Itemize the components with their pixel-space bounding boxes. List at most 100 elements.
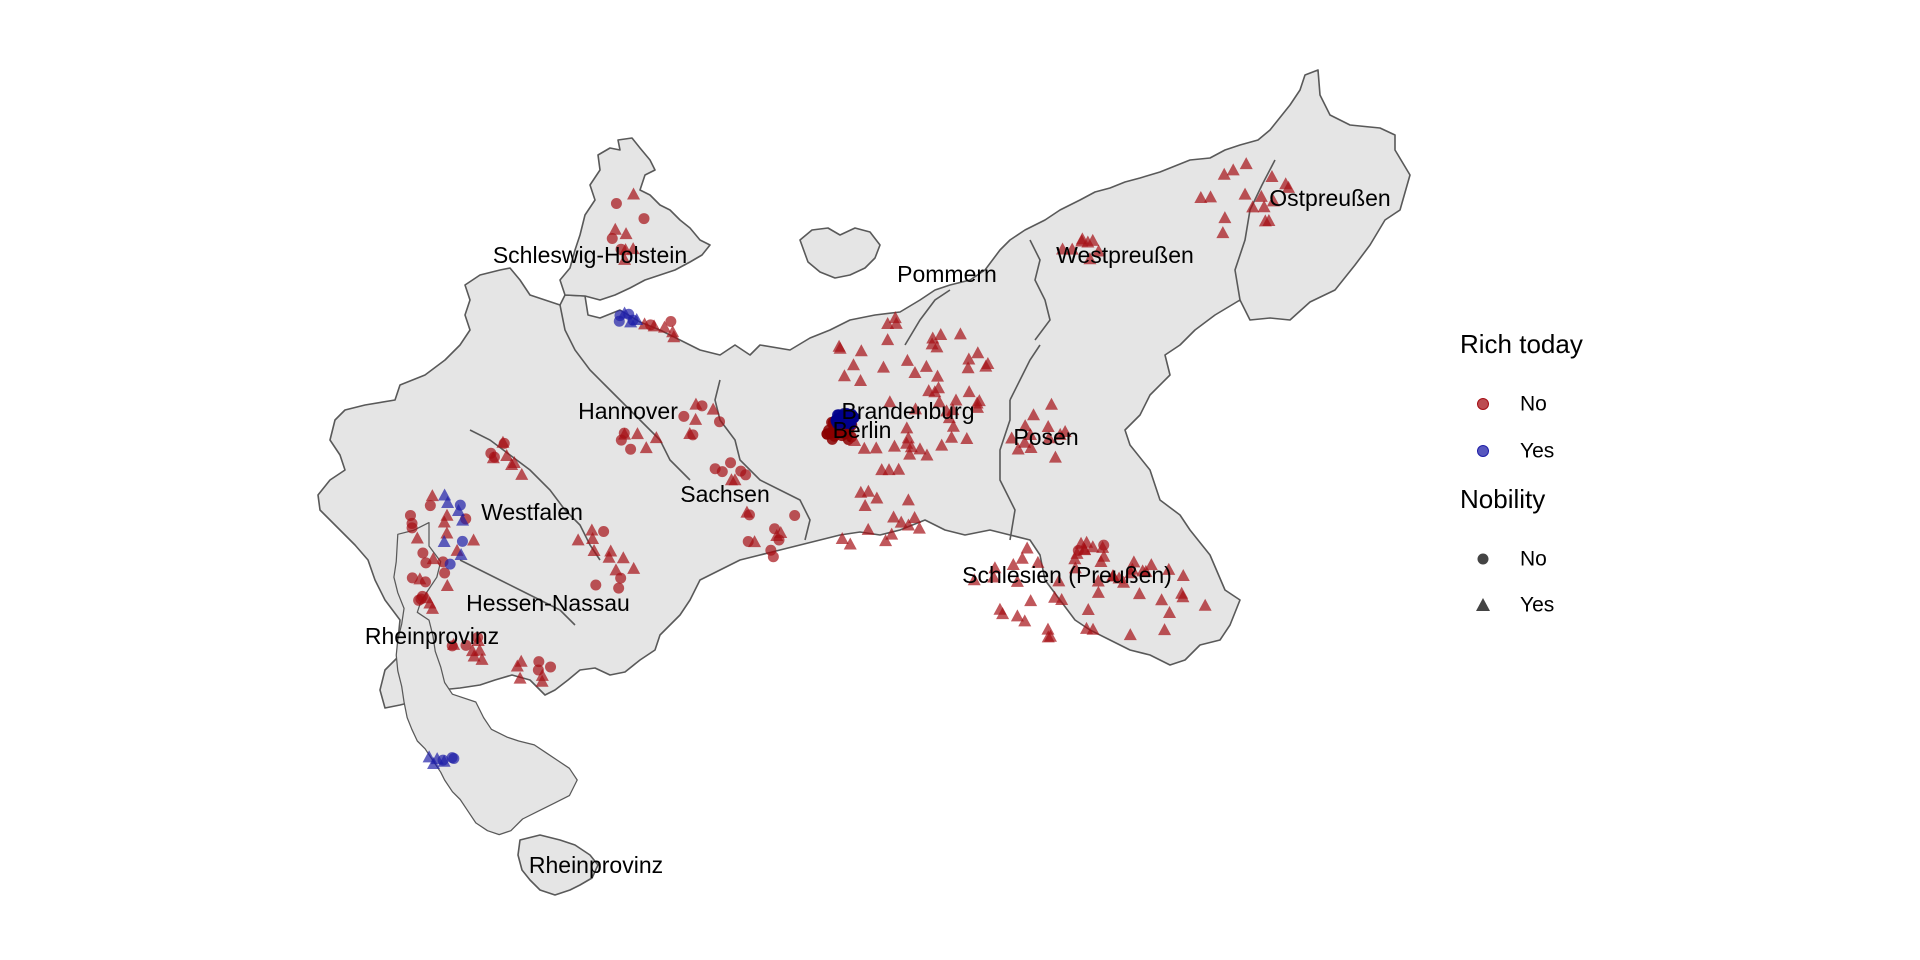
location-marker-triangle: [1042, 431, 1056, 444]
region-label-hannover: Hannover: [578, 398, 678, 424]
border-line: [904, 289, 951, 346]
location-marker-triangle: [441, 495, 455, 508]
location-marker-triangle: [1216, 226, 1230, 239]
location-marker-triangle: [1194, 191, 1208, 204]
location-marker-triangle: [962, 385, 976, 398]
location-marker-circle: [446, 752, 458, 764]
location-marker-triangle: [602, 550, 616, 563]
region-label-westpreussen: Westpreußen: [1056, 242, 1194, 268]
legend-key-rich-yes: [1477, 445, 1489, 457]
location-marker-triangle: [585, 523, 599, 536]
location-marker-triangle: [706, 402, 720, 415]
location-marker-triangle: [1266, 194, 1280, 207]
location-marker-triangle: [1081, 603, 1095, 616]
region-label-schleswig-holstein: Schleswig-Holstein: [493, 242, 687, 268]
location-marker-circle: [533, 656, 545, 668]
location-marker-triangle: [587, 544, 601, 557]
location-marker-triangle: [616, 551, 630, 564]
location-marker-circle: [709, 463, 721, 475]
location-marker-triangle: [1204, 190, 1218, 203]
location-marker-triangle: [440, 579, 454, 592]
location-marker-triangle: [857, 441, 871, 454]
location-marker-triangle: [689, 412, 703, 425]
location-marker-triangle: [971, 400, 985, 413]
location-marker-triangle: [843, 537, 857, 550]
location-marker-triangle: [883, 395, 897, 408]
border-line: [459, 559, 576, 626]
location-marker-circle: [545, 661, 557, 673]
location-marker-triangle: [1094, 555, 1108, 568]
legend-title-rich-today: Rich today: [1460, 329, 1583, 359]
region-label-rheinprovinz-exclave: Rheinprovinz: [529, 852, 663, 878]
location-marker-triangle: [888, 311, 902, 324]
location-marker-circle: [406, 572, 418, 584]
border-line: [559, 304, 691, 481]
location-marker-triangle: [960, 431, 974, 444]
legend-label-rich-no: No: [1520, 393, 1547, 416]
location-marker-circle: [416, 590, 428, 602]
location-marker-triangle: [724, 473, 738, 486]
location-marker-triangle: [1018, 435, 1032, 448]
location-marker-circle: [767, 551, 779, 563]
location-marker-circle: [838, 408, 850, 420]
location-marker-triangle: [1262, 213, 1276, 226]
location-marker-triangle: [887, 510, 901, 523]
location-marker-triangle: [571, 533, 585, 546]
location-marker-circle: [789, 510, 801, 522]
location-marker-triangle: [1112, 571, 1126, 584]
legend-title-nobility: Nobility: [1460, 484, 1545, 514]
location-marker-triangle: [618, 306, 632, 319]
border-line: [999, 400, 1016, 541]
location-marker-triangle: [847, 358, 861, 371]
location-marker-triangle: [1163, 605, 1177, 618]
location-marker-triangle: [901, 493, 915, 506]
location-marker-triangle: [1162, 562, 1176, 575]
location-marker-triangle: [1006, 557, 1020, 570]
location-marker-triangle: [945, 430, 959, 443]
location-marker-triangle: [473, 643, 487, 656]
location-marker-triangle: [1018, 614, 1032, 627]
location-marker-triangle: [961, 361, 975, 374]
region-label-westfalen: Westfalen: [481, 499, 583, 525]
location-marker-triangle: [1139, 564, 1153, 577]
location-marker-triangle: [1044, 397, 1058, 410]
region-label-posen: Posen: [1013, 424, 1078, 450]
location-marker-triangle: [832, 339, 846, 352]
location-marker-triangle: [475, 652, 489, 665]
region-label-ostpreussen: Ostpreußen: [1269, 185, 1390, 211]
location-marker-triangle: [1086, 622, 1100, 635]
location-marker-triangle: [1123, 628, 1137, 641]
location-marker-triangle: [972, 394, 986, 407]
location-marker-triangle: [505, 458, 519, 471]
location-marker-triangle: [647, 319, 661, 332]
location-marker-triangle: [930, 340, 944, 353]
location-marker-triangle: [467, 533, 481, 546]
location-marker-triangle: [1144, 558, 1158, 571]
region-label-brandenburg: Brandenburg: [842, 398, 975, 424]
location-marker-triangle: [454, 547, 468, 560]
region-label-pommern: Pommern: [897, 261, 997, 287]
location-marker-triangle: [496, 435, 510, 448]
location-marker-circle: [714, 416, 726, 428]
location-marker-triangle: [900, 421, 914, 434]
location-marker-triangle: [900, 353, 914, 366]
location-marker-triangle: [1011, 442, 1025, 455]
location-marker-triangle: [618, 252, 632, 265]
location-marker-circle: [665, 315, 677, 327]
location-marker-triangle: [1052, 574, 1066, 587]
location-marker-triangle: [889, 316, 903, 329]
location-marker-triangle: [894, 515, 908, 528]
location-marker-triangle: [667, 330, 681, 343]
location-marker-triangle: [609, 563, 623, 576]
location-marker-circle: [456, 535, 468, 547]
location-marker-triangle: [1239, 157, 1253, 170]
location-marker-triangle: [858, 499, 872, 512]
location-marker-triangle: [882, 463, 896, 476]
legend: Rich today No Yes Nobility No Yes: [1460, 329, 1583, 617]
location-marker-triangle: [1023, 427, 1037, 440]
isolated-rheinprovinz-south: [517, 834, 599, 896]
location-marker-triangle: [835, 532, 849, 545]
location-marker-triangle: [870, 491, 884, 504]
location-marker-triangle: [854, 344, 868, 357]
location-marker-triangle: [1070, 546, 1084, 559]
